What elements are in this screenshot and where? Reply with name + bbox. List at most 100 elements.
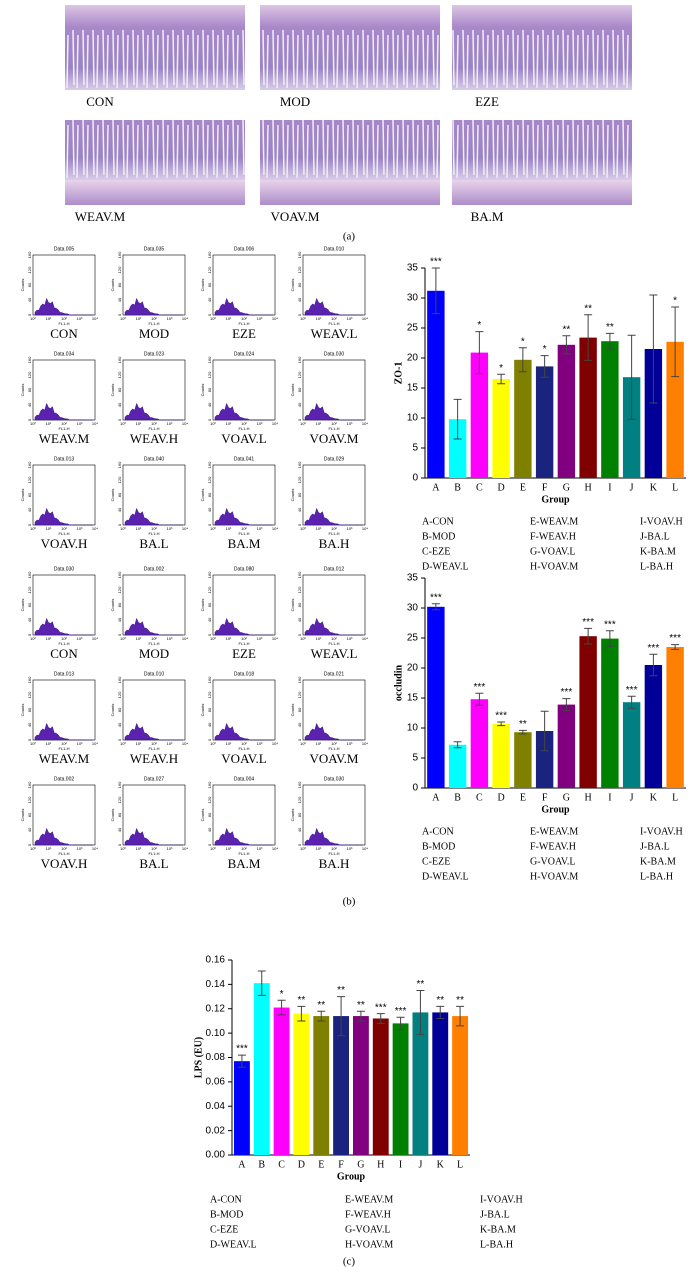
y-tick-label: 15 bbox=[407, 693, 419, 704]
error-bar bbox=[337, 996, 346, 1037]
panel-y-tick: 0 bbox=[207, 418, 212, 421]
significance: * bbox=[477, 320, 481, 331]
bar bbox=[333, 1016, 350, 1155]
significance: ** bbox=[417, 979, 425, 990]
panel-label: VOAV.L bbox=[221, 751, 266, 766]
panel-y-tick: 160 bbox=[117, 781, 122, 788]
y-tick-label: 0.16 bbox=[206, 955, 226, 966]
panel-y-tick: 80 bbox=[207, 492, 212, 497]
error-bar bbox=[518, 729, 527, 735]
y-tick-label: 0.12 bbox=[206, 1003, 226, 1014]
histogram bbox=[304, 722, 363, 741]
panel-x-tick: 10³ bbox=[347, 636, 353, 641]
x-tick-label: H bbox=[377, 1159, 384, 1170]
significance: *** bbox=[395, 1006, 407, 1017]
panel-x-tick: 10³ bbox=[257, 316, 263, 321]
histology-image bbox=[65, 120, 245, 205]
panel-id: Data.012 bbox=[324, 566, 345, 572]
panel-x-tick: 10³ bbox=[77, 636, 83, 641]
panel-id: Data.035 bbox=[144, 246, 165, 252]
panel-x-label: FL1-H bbox=[238, 531, 249, 536]
panel-x-tick: 10² bbox=[151, 316, 157, 321]
x-tick-label: F bbox=[542, 482, 548, 493]
histogram bbox=[124, 827, 183, 846]
panel-y-tick: 40 bbox=[27, 827, 32, 832]
group-key: H-VOAV.M bbox=[530, 561, 578, 572]
significance: *** bbox=[669, 633, 681, 644]
bar bbox=[432, 1012, 449, 1155]
panel-label: WEAV.M bbox=[39, 431, 90, 446]
group-key: K-BA.M bbox=[640, 856, 676, 867]
panel-x-tick: 10⁰ bbox=[300, 741, 306, 746]
panel-y-tick: 120 bbox=[117, 266, 122, 273]
panel-id: Data.018 bbox=[234, 671, 255, 677]
error-bar bbox=[431, 603, 440, 611]
panel-id: Data.021 bbox=[324, 671, 345, 677]
panel-y-tick: 0 bbox=[207, 843, 212, 846]
panel-y-tick: 0 bbox=[207, 313, 212, 316]
error-bar bbox=[671, 306, 680, 378]
group-key: D-WEAV.L bbox=[422, 871, 469, 882]
y-tick-label: 20 bbox=[407, 663, 419, 674]
significance: ** bbox=[562, 324, 570, 335]
panel-x-tick: 10³ bbox=[347, 741, 353, 746]
x-tick-label: E bbox=[520, 482, 526, 493]
panel-x-label: FL1-H bbox=[148, 321, 159, 326]
panel-y-tick: 120 bbox=[207, 476, 212, 483]
panel-id: Data.034 bbox=[54, 351, 75, 357]
panel-label: MOD bbox=[139, 326, 169, 341]
panel-x-tick: 10⁴ bbox=[272, 316, 278, 321]
group-key: G-VOAV.L bbox=[530, 856, 575, 867]
panel-y-label: Counts bbox=[200, 704, 205, 717]
y-tick-label: 0.08 bbox=[206, 1052, 226, 1063]
histology-label: VOAV.M bbox=[270, 209, 319, 224]
y-axis-label: LPS (EU) bbox=[193, 1037, 204, 1078]
panel-y-tick: 40 bbox=[207, 297, 212, 302]
histology-image bbox=[260, 120, 440, 205]
panel-y-tick: 160 bbox=[207, 356, 212, 363]
panel-y-tick: 40 bbox=[27, 297, 32, 302]
panel-x-tick: 10¹ bbox=[46, 846, 52, 851]
group-key: I-VOAV.H bbox=[480, 1194, 523, 1205]
group-key: D-WEAV.L bbox=[422, 561, 469, 572]
y-tick-label: 30 bbox=[407, 603, 419, 614]
panel-x-tick: 10⁴ bbox=[182, 846, 188, 851]
panel-x-tick: 10⁰ bbox=[210, 636, 216, 641]
panel-y-tick: 0 bbox=[207, 738, 212, 741]
panel-x-tick: 10⁰ bbox=[30, 421, 36, 426]
y-axis-label: ZO-1 bbox=[393, 362, 404, 385]
panel-x-tick: 10² bbox=[331, 846, 337, 851]
bar bbox=[448, 419, 467, 478]
significance: *** bbox=[375, 1002, 387, 1013]
panel-x-label: FL1-H bbox=[328, 531, 339, 536]
panel-y-label: Counts bbox=[20, 279, 25, 292]
panel-x-tick: 10³ bbox=[77, 316, 83, 321]
panel-x-label: FL1-H bbox=[58, 641, 69, 646]
x-tick-label: L bbox=[672, 482, 678, 493]
panel-y-tick: 40 bbox=[207, 722, 212, 727]
x-tick-label: I bbox=[608, 792, 611, 803]
x-tick-label: H bbox=[585, 482, 592, 493]
panel-x-tick: 10² bbox=[331, 316, 337, 321]
panel-x-label: FL1-H bbox=[58, 426, 69, 431]
bar bbox=[601, 638, 619, 788]
panel-label: VOAV.L bbox=[221, 431, 266, 446]
histogram bbox=[304, 827, 363, 846]
panel-x-tick: 10⁰ bbox=[210, 526, 216, 531]
histogram bbox=[304, 617, 363, 636]
panel-x-tick: 10¹ bbox=[226, 636, 232, 641]
histogram bbox=[304, 402, 363, 421]
y-tick-label: 0.02 bbox=[206, 1125, 226, 1136]
panel-x-tick: 10⁴ bbox=[272, 421, 278, 426]
x-tick-label: A bbox=[432, 482, 440, 493]
panel-y-tick: 80 bbox=[117, 602, 122, 607]
histology-image bbox=[452, 5, 632, 90]
panel-y-tick: 80 bbox=[117, 707, 122, 712]
x-tick-label: A bbox=[238, 1159, 246, 1170]
significance: ** bbox=[317, 1000, 325, 1011]
panel-label: BA.M bbox=[228, 856, 261, 871]
panel-y-tick: 40 bbox=[117, 722, 122, 727]
caption: (c) bbox=[343, 1256, 356, 1267]
panel-id: Data.006 bbox=[234, 246, 255, 252]
y-tick-label: 0 bbox=[412, 783, 418, 794]
